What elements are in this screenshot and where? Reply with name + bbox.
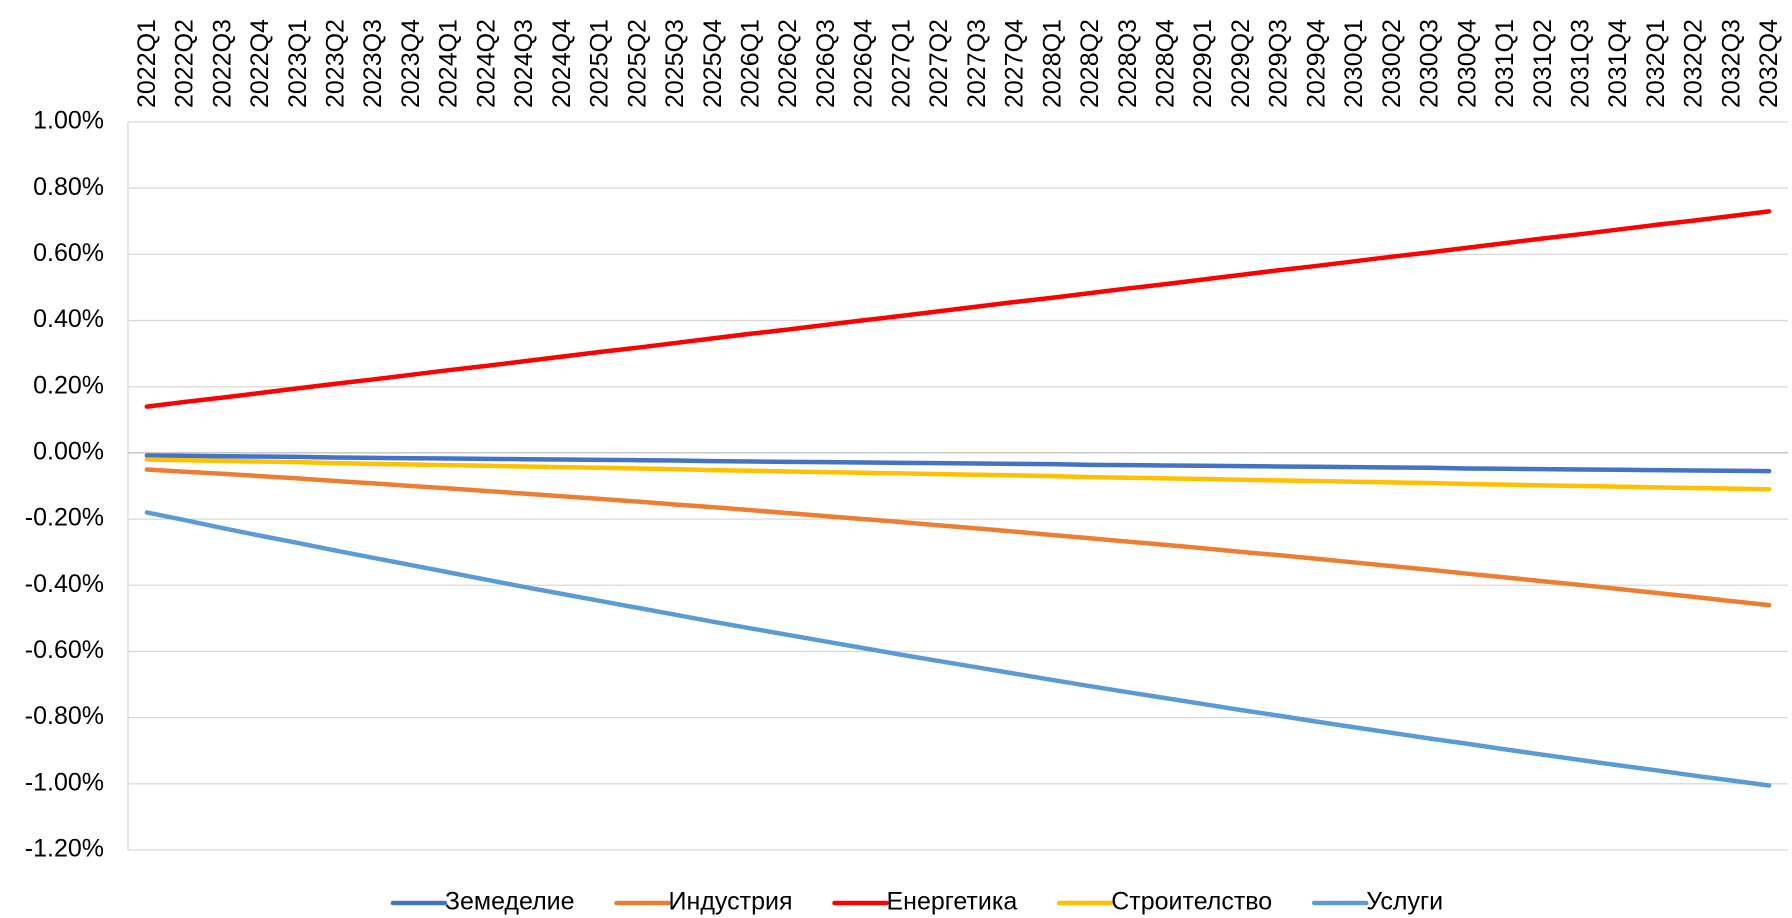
x-tick-label: 2022Q3 <box>208 19 236 108</box>
x-tick-label: 2031Q2 <box>1529 19 1557 108</box>
x-tick-label: 2025Q4 <box>699 19 727 108</box>
x-tick-label: 2025Q2 <box>623 19 651 108</box>
x-tick-label: 2029Q1 <box>1189 19 1217 108</box>
y-tick-label: 0.60% <box>33 239 104 267</box>
x-tick-label: 2025Q1 <box>586 19 614 108</box>
x-tick-label: 2028Q2 <box>1076 19 1104 108</box>
x-tick-label: 2023Q1 <box>284 19 312 108</box>
legend-label: Енергетика <box>887 888 1018 916</box>
legend-label: Земеделие <box>445 888 575 916</box>
x-tick-label: 2032Q1 <box>1642 19 1670 108</box>
line-series <box>144 467 1772 608</box>
x-tick-label: 2025Q3 <box>661 19 689 108</box>
legend-label: Строителство <box>1111 888 1272 916</box>
y-tick-label: 0.40% <box>33 305 104 333</box>
x-tick-label: 2030Q2 <box>1378 19 1406 108</box>
x-tick-label: 2029Q2 <box>1227 19 1255 108</box>
x-tick-label: 2032Q2 <box>1680 19 1708 108</box>
x-tick-label: 2024Q3 <box>510 19 538 108</box>
line-series <box>144 209 1772 409</box>
x-tick-label: 2028Q4 <box>1152 19 1180 108</box>
y-tick-label: 0.20% <box>33 371 104 399</box>
y-tick-label: -0.60% <box>25 636 104 664</box>
x-tick-label: 2026Q3 <box>812 19 840 108</box>
y-tick-label: -0.40% <box>25 570 104 598</box>
x-tick-label: 2032Q3 <box>1717 19 1745 108</box>
y-tick-label: -1.00% <box>25 768 104 796</box>
x-tick-label: 2031Q1 <box>1491 19 1519 108</box>
x-tick-label: 2030Q4 <box>1453 19 1481 108</box>
x-tick-label: 2027Q2 <box>925 19 953 108</box>
x-tick-label: 2031Q3 <box>1567 19 1595 108</box>
x-tick-label: 2023Q2 <box>322 19 350 108</box>
x-tick-label: 2030Q3 <box>1416 19 1444 108</box>
x-tick-label: 2026Q4 <box>850 19 878 108</box>
x-tick-label: 2024Q1 <box>435 19 463 108</box>
y-tick-label: -0.80% <box>25 702 104 730</box>
x-tick-label: 2022Q2 <box>171 19 199 108</box>
line-series <box>144 453 1772 474</box>
x-tick-label: 2023Q4 <box>397 19 425 108</box>
x-tick-label: 2030Q1 <box>1340 19 1368 108</box>
x-tick-label: 2024Q4 <box>548 19 576 108</box>
x-tick-label: 2026Q1 <box>737 19 765 108</box>
x-tick-label: 2028Q1 <box>1038 19 1066 108</box>
legend-label: Услуги <box>1366 888 1443 916</box>
x-tick-label: 2032Q4 <box>1755 19 1783 108</box>
x-tick-label: 2024Q2 <box>472 19 500 108</box>
x-tick-label: 2023Q3 <box>359 19 387 108</box>
y-tick-label: -1.20% <box>25 835 104 863</box>
x-tick-label: 2028Q3 <box>1114 19 1142 108</box>
x-tick-label: 2027Q1 <box>887 19 915 108</box>
x-tick-label: 2026Q2 <box>774 19 802 108</box>
x-tick-label: 2027Q4 <box>1001 19 1029 108</box>
line-series <box>144 457 1772 492</box>
x-tick-label: 2029Q4 <box>1302 19 1330 108</box>
y-tick-label: 1.00% <box>33 107 104 135</box>
x-tick-label: 2022Q4 <box>246 19 274 108</box>
y-tick-label: -0.20% <box>25 504 104 532</box>
x-tick-label: 2031Q4 <box>1604 19 1632 108</box>
x-tick-label: 2022Q1 <box>133 19 161 108</box>
y-tick-label: 0.00% <box>33 438 104 466</box>
legend-label: Индустрия <box>669 888 793 916</box>
line-series <box>144 510 1772 788</box>
x-tick-label: 2027Q3 <box>963 19 991 108</box>
y-tick-label: 0.80% <box>33 173 104 201</box>
x-tick-label: 2029Q3 <box>1265 19 1293 108</box>
